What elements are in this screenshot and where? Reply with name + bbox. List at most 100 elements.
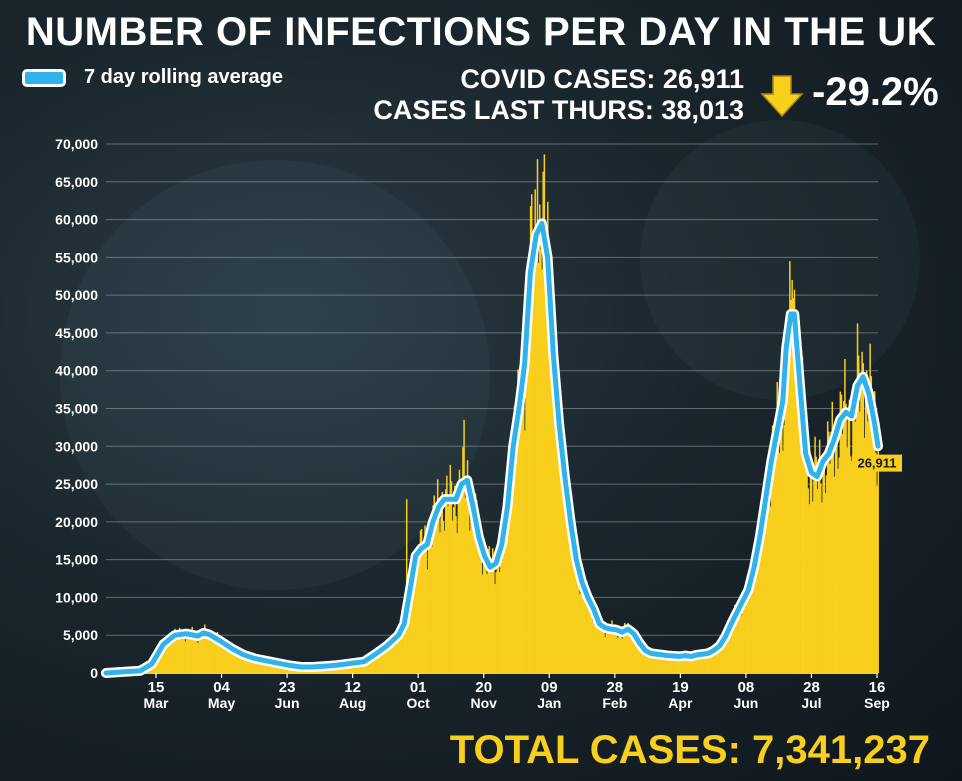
daily-bar bbox=[658, 654, 660, 673]
daily-bar bbox=[844, 358, 846, 673]
daily-bar bbox=[556, 344, 558, 673]
x-axis-ticks: 15Mar04May23Jun12Aug01Oct20Nov09Jan28Feb… bbox=[144, 673, 890, 711]
x-tick-day: 19 bbox=[672, 679, 689, 696]
rolling-average-series bbox=[103, 220, 881, 676]
daily-bar bbox=[609, 634, 611, 673]
daily-bar bbox=[875, 452, 877, 673]
y-tick-label: 70,000 bbox=[55, 136, 98, 152]
daily-bar bbox=[434, 521, 437, 673]
daily-bar bbox=[531, 194, 533, 674]
daily-bar bbox=[159, 653, 161, 673]
daily-bar bbox=[857, 355, 860, 673]
daily-bar bbox=[768, 474, 770, 673]
daily-bar bbox=[518, 371, 520, 673]
daily-bar bbox=[222, 646, 224, 673]
daily-bar bbox=[361, 661, 363, 673]
daily-bar bbox=[845, 403, 847, 673]
daily-bar bbox=[565, 498, 567, 673]
y-tick-label: 35,000 bbox=[55, 401, 98, 417]
daily-bar bbox=[815, 456, 817, 673]
daily-bar bbox=[380, 649, 383, 673]
daily-bar bbox=[534, 189, 536, 674]
daily-bar bbox=[701, 657, 704, 673]
daily-bar bbox=[232, 647, 235, 673]
daily-bar bbox=[618, 636, 620, 673]
daily-bar bbox=[755, 554, 758, 673]
daily-bar bbox=[464, 497, 466, 673]
daily-bar bbox=[751, 563, 753, 673]
daily-bar bbox=[471, 486, 473, 673]
daily-bar bbox=[625, 629, 627, 673]
daily-bar bbox=[230, 645, 232, 673]
daily-bar bbox=[426, 569, 429, 673]
daily-bar bbox=[607, 630, 610, 673]
daily-bar bbox=[781, 398, 783, 673]
y-tick-label: 45,000 bbox=[55, 325, 98, 341]
daily-bar bbox=[739, 616, 742, 673]
daily-bar bbox=[486, 574, 488, 673]
daily-bar bbox=[357, 662, 360, 673]
daily-bar bbox=[689, 659, 691, 673]
daily-bar bbox=[793, 289, 796, 673]
daily-bar bbox=[661, 653, 664, 673]
x-tick-day: 23 bbox=[279, 679, 296, 696]
daily-bar bbox=[257, 658, 260, 673]
daily-bar bbox=[473, 524, 476, 673]
daily-bar bbox=[714, 654, 717, 673]
daily-bar bbox=[532, 281, 534, 673]
daily-bar bbox=[670, 654, 673, 673]
daily-bar bbox=[629, 636, 632, 673]
daily-bar bbox=[218, 642, 221, 673]
daily-bar bbox=[669, 654, 672, 673]
daily-bar bbox=[524, 430, 526, 673]
daily-bar bbox=[715, 651, 718, 673]
daily-bar bbox=[177, 630, 180, 673]
daily-bar bbox=[653, 650, 656, 673]
daily-bar bbox=[631, 630, 634, 673]
daily-bar bbox=[583, 592, 586, 673]
background-virus-blob bbox=[640, 120, 920, 400]
daily-bar bbox=[385, 647, 387, 673]
daily-bar bbox=[386, 643, 388, 673]
x-tick-day: 28 bbox=[606, 679, 623, 696]
daily-bar bbox=[201, 637, 204, 673]
y-tick-label: 55,000 bbox=[55, 249, 98, 265]
daily-bar bbox=[415, 559, 417, 673]
daily-bar bbox=[778, 453, 781, 673]
daily-bar bbox=[552, 376, 555, 673]
daily-bar bbox=[810, 466, 813, 673]
covid-cases-stat: COVID CASES: 26,911 bbox=[460, 64, 744, 94]
daily-bar bbox=[558, 430, 561, 673]
daily-bar bbox=[821, 502, 823, 673]
x-tick-month: Feb bbox=[602, 695, 627, 711]
daily-bar bbox=[513, 405, 516, 673]
daily-bar bbox=[747, 584, 750, 673]
daily-bar bbox=[656, 655, 658, 673]
daily-bar bbox=[572, 514, 574, 673]
daily-bar bbox=[745, 593, 748, 673]
daily-bar bbox=[697, 656, 699, 673]
x-tick-month: Jun bbox=[275, 695, 300, 711]
daily-bar bbox=[183, 633, 185, 673]
daily-bar bbox=[481, 574, 484, 673]
daily-bar bbox=[505, 499, 508, 673]
daily-bar bbox=[743, 598, 745, 673]
daily-bar bbox=[496, 552, 499, 673]
daily-bar bbox=[268, 660, 270, 673]
daily-bar bbox=[535, 245, 538, 673]
daily-bar bbox=[448, 499, 450, 673]
daily-bar bbox=[746, 575, 749, 673]
daily-bar bbox=[167, 644, 169, 673]
annotation-bg bbox=[852, 454, 902, 472]
daily-bar bbox=[696, 652, 698, 673]
daily-bar bbox=[430, 547, 432, 673]
daily-bar bbox=[454, 485, 456, 673]
daily-bar bbox=[243, 653, 245, 673]
daily-bar bbox=[580, 580, 582, 673]
daily-bar bbox=[563, 487, 565, 673]
daily-bar bbox=[461, 490, 463, 673]
daily-bar bbox=[485, 568, 487, 673]
daily-bar bbox=[392, 642, 394, 673]
daily-bar bbox=[724, 634, 727, 673]
daily-bar bbox=[613, 631, 616, 673]
